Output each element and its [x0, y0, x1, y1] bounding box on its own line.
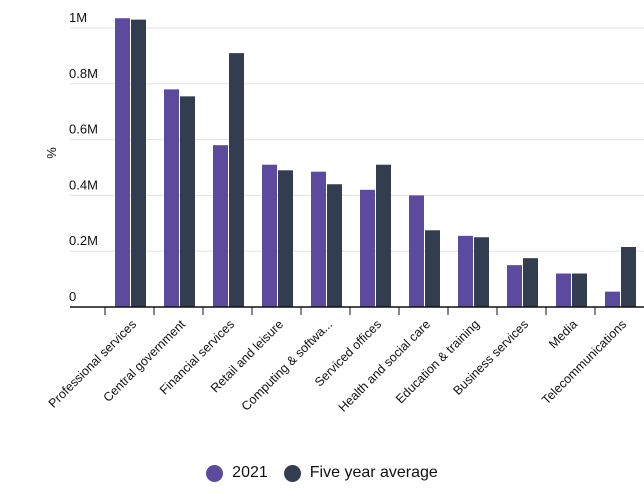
- y-tick-label: 0: [69, 289, 76, 304]
- legend-item-five-year-average[interactable]: Five year average: [283, 464, 438, 482]
- x-axis-ticks: [104, 307, 596, 315]
- bar-2021-0[interactable]: [115, 18, 130, 308]
- y-axis-label: %: [44, 147, 59, 159]
- y-tick-label: 0.6M: [69, 122, 98, 137]
- x-category-label: Media: [546, 317, 580, 351]
- bar-five-year-average-5[interactable]: [376, 164, 391, 307]
- x-category-label: Computing & softwa...: [239, 317, 335, 413]
- x-category-label: Central government: [101, 317, 189, 405]
- y-tick-label: 0.8M: [69, 66, 98, 81]
- bars: [115, 18, 636, 308]
- bar-2021-7[interactable]: [458, 235, 473, 307]
- bar-five-year-average-2[interactable]: [229, 53, 244, 307]
- legend-item-2021[interactable]: 2021: [206, 464, 268, 482]
- x-category-label: Health and social care: [336, 317, 433, 414]
- legend-label: Five year average: [309, 464, 438, 481]
- bar-five-year-average-1[interactable]: [180, 96, 195, 307]
- bar-2021-9[interactable]: [556, 273, 571, 307]
- y-tick-label: 1M: [69, 10, 87, 25]
- gridlines: [70, 27, 644, 252]
- legend-swatch-icon: [206, 464, 224, 482]
- y-tick-label: 0.4M: [69, 177, 98, 192]
- x-category-label: Telecommunications: [539, 317, 629, 407]
- bar-five-year-average-9[interactable]: [572, 273, 587, 307]
- bar-2021-8[interactable]: [507, 265, 522, 307]
- bar-2021-6[interactable]: [409, 195, 424, 307]
- bar-2021-1[interactable]: [164, 89, 179, 307]
- legend: 2021 Five year average: [0, 464, 644, 482]
- bar-five-year-average-8[interactable]: [523, 258, 538, 307]
- bar-five-year-average-7[interactable]: [474, 237, 489, 307]
- bar-2021-3[interactable]: [262, 164, 277, 307]
- x-category-label: Professional services: [46, 317, 139, 410]
- bar-five-year-average-10[interactable]: [621, 247, 636, 307]
- bar-2021-5[interactable]: [360, 189, 375, 307]
- bar-five-year-average-3[interactable]: [278, 170, 293, 307]
- y-tick-label: 0.2M: [69, 233, 98, 248]
- bar-five-year-average-4[interactable]: [327, 184, 342, 307]
- y-axis-ticks: 0 0.2M 0.4M 0.6M 0.8M 1M: [69, 10, 98, 304]
- x-category-label: Education & training: [393, 317, 482, 406]
- bar-five-year-average-0[interactable]: [131, 19, 146, 307]
- legend-swatch-icon: [283, 464, 301, 482]
- bar-2021-4[interactable]: [311, 171, 326, 307]
- bar-2021-2[interactable]: [213, 145, 228, 307]
- legend-label: 2021: [232, 464, 268, 481]
- bar-2021-10[interactable]: [605, 291, 620, 307]
- bar-five-year-average-6[interactable]: [425, 230, 440, 307]
